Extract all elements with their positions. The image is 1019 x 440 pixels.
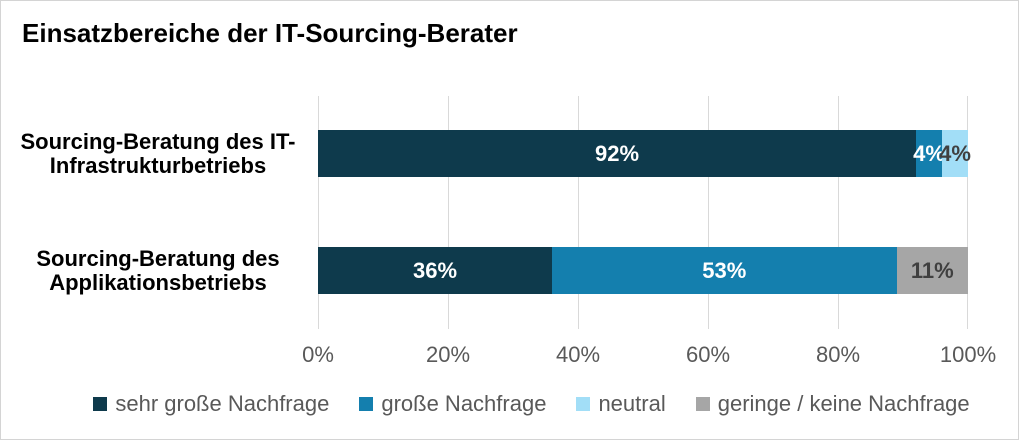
legend-swatch-icon [695,397,710,411]
legend-swatch-icon [93,397,108,411]
legend-item: geringe / keine Nachfrage [695,391,970,417]
x-tick-label: 0% [302,342,334,367]
x-tick-label: 20% [425,342,471,367]
data-label: 36% [412,257,458,283]
gridline [708,96,709,329]
gridline [448,96,449,329]
x-tick-label: 40% [555,342,601,367]
data-label: 4% [939,140,971,166]
legend-item: große Nachfrage [359,391,546,417]
x-tick-label: 60% [685,342,731,367]
category-label: Sourcing-Beratung des IT- Infrastrukturb… [20,128,296,178]
bar-2: 36% 53% 11% [318,247,968,294]
legend: sehr große Nachfrage große Nachfrage neutr… [1,391,1018,417]
bar-1: 92% 4% 4% [318,130,971,177]
x-tick-label: 80% [815,342,861,367]
legend-label: sehr große Nachfrage [115,391,330,416]
legend-label: geringe / keine Nachfrage [717,391,970,416]
plot-area: 92% 4% 4% 36% 53% 11% [318,96,971,329]
legend-swatch-icon [359,397,374,411]
legend-item: sehr große Nachfrage [93,391,329,417]
bar-segment: 4% [939,130,971,177]
data-label: 4% [913,140,945,166]
bar-segment: 36% [318,247,552,294]
bar-segment: 92% [318,130,916,177]
data-label: 53% [702,257,747,283]
gridline [578,96,579,329]
data-label: 11% [910,257,954,283]
legend-label: neutral [598,391,666,416]
category-label: Sourcing-Beratung des Applikationsbetrie… [36,245,280,295]
legend-swatch-icon [576,397,591,411]
legend-label: große Nachfrage [381,391,547,416]
bar-segment: 53% [552,247,897,294]
legend-item: neutral [576,391,666,417]
chart-title: Einsatzbereiche der IT-Sourcing-Berater [22,18,518,48]
gridline [967,96,968,329]
bar-segment: 11% [896,247,968,294]
bar-segment: 4% [913,130,945,177]
gridline [838,96,839,329]
gridline [318,96,319,329]
x-tick-label: 100% [939,342,997,367]
data-label: 92% [594,140,640,166]
